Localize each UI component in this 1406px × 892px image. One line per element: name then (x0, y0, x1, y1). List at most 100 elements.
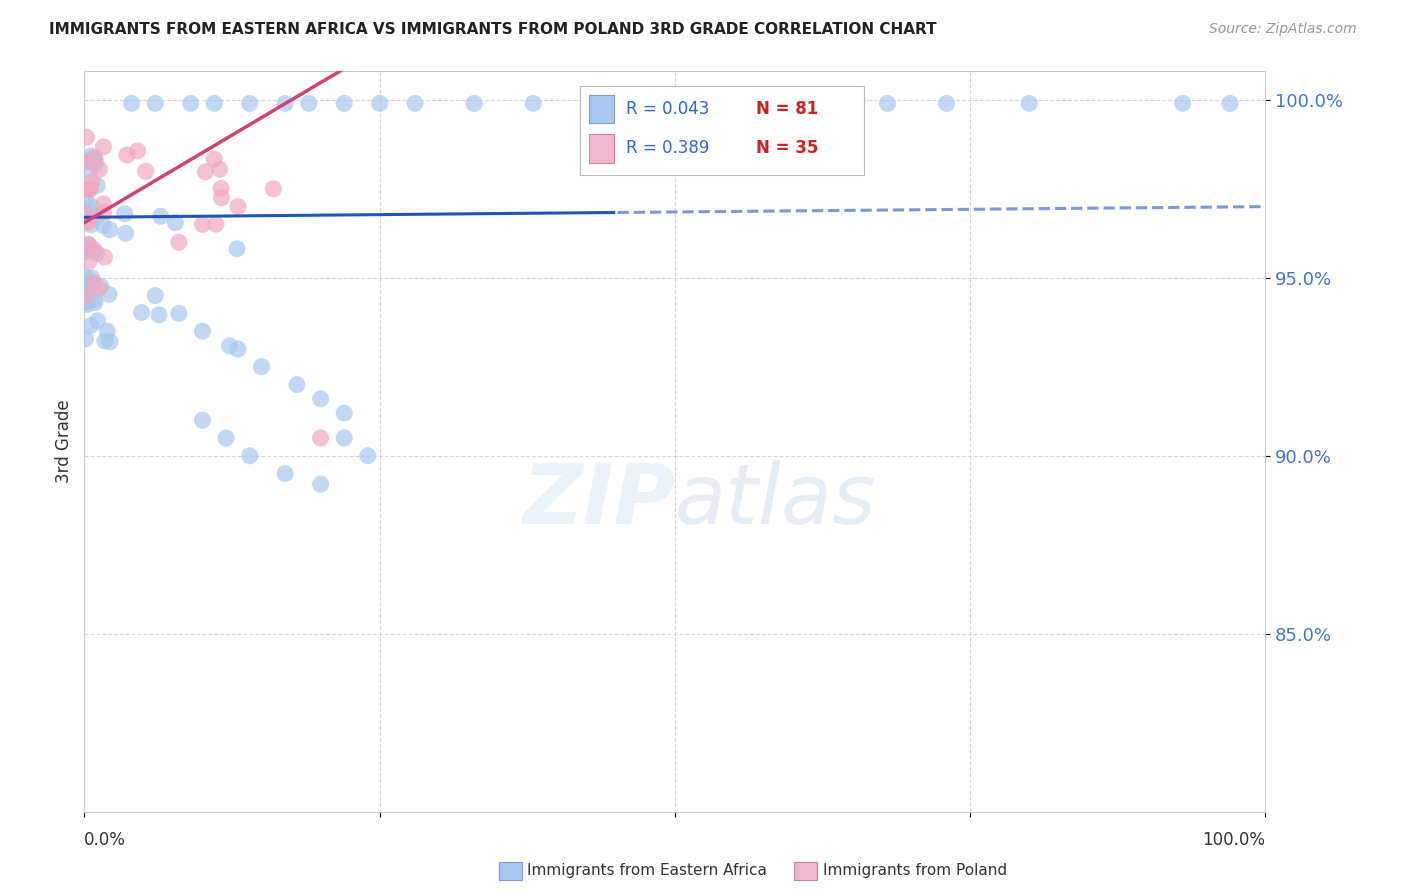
Point (76, 237, 98, 252)
Point (239, 96, 262, 111)
Point (80, 270, 103, 285)
Point (83, 150, 105, 164)
Point (167, 235, 190, 250)
Point (83, 293, 105, 307)
Point (98, 287, 121, 301)
Point (806, 96, 828, 111)
Point (135, 164, 157, 178)
Point (522, 96, 544, 111)
Y-axis label: 3rd Grade: 3rd Grade (55, 400, 73, 483)
Point (218, 339, 240, 353)
Point (84, 157, 107, 171)
Point (75, 244, 97, 259)
Point (309, 392, 332, 406)
Point (205, 217, 228, 231)
Point (75, 332, 97, 346)
Point (1171, 96, 1194, 111)
Text: IMMIGRANTS FROM EASTERN AFRICA VS IMMIGRANTS FROM POLAND 3RD GRADE CORRELATION C: IMMIGRANTS FROM EASTERN AFRICA VS IMMIGR… (49, 22, 936, 37)
Point (75, 244, 97, 258)
Point (298, 96, 321, 111)
Point (333, 406, 356, 420)
Point (80, 318, 103, 333)
Point (333, 431, 356, 445)
Point (239, 449, 262, 463)
Point (121, 96, 143, 111)
Point (89, 162, 111, 177)
Point (143, 288, 166, 302)
Point (86, 178, 108, 193)
Point (115, 148, 138, 162)
Point (79, 181, 101, 195)
Point (76, 215, 98, 229)
Point (90, 279, 112, 293)
Point (75, 130, 97, 145)
Point (96, 324, 118, 338)
Point (194, 165, 217, 179)
Point (1018, 96, 1040, 111)
Point (82, 152, 104, 166)
Point (84, 211, 107, 225)
Point (80, 218, 103, 232)
Point (79, 182, 101, 196)
Point (80, 175, 103, 189)
Point (463, 96, 485, 111)
Point (148, 308, 170, 322)
Point (191, 324, 214, 338)
Text: atlas: atlas (675, 460, 876, 541)
Point (209, 181, 232, 195)
Point (114, 207, 136, 221)
Point (75, 289, 97, 303)
Point (79, 240, 101, 254)
Point (581, 96, 603, 111)
Point (76, 214, 98, 228)
Point (309, 431, 332, 445)
Point (76, 298, 98, 312)
Point (87, 281, 110, 295)
Point (191, 413, 214, 427)
Point (274, 96, 297, 111)
Point (143, 96, 166, 111)
Point (98, 334, 121, 349)
Point (226, 342, 249, 356)
Point (368, 96, 391, 111)
Point (333, 96, 356, 111)
Point (208, 162, 231, 177)
Point (93, 140, 115, 154)
Point (191, 218, 214, 232)
Point (262, 182, 284, 196)
Point (309, 477, 332, 491)
Point (202, 152, 225, 166)
Point (404, 96, 426, 111)
Point (114, 227, 136, 241)
Point (285, 377, 308, 392)
Point (83, 277, 105, 291)
Point (202, 96, 225, 111)
Text: Immigrants from Poland: Immigrants from Poland (823, 863, 1007, 878)
Point (83, 243, 105, 257)
Text: 0.0%: 0.0% (84, 831, 127, 849)
Point (250, 359, 273, 374)
Text: 100.0%: 100.0% (1202, 831, 1265, 849)
Point (876, 96, 898, 111)
Point (75, 193, 97, 207)
Point (274, 467, 297, 481)
Point (167, 306, 190, 320)
Point (127, 144, 149, 158)
Point (357, 449, 380, 463)
Point (935, 96, 957, 111)
Point (94, 334, 117, 348)
Point (86, 246, 108, 260)
Point (93, 197, 115, 211)
Point (165, 216, 187, 230)
Text: Source: ZipAtlas.com: Source: ZipAtlas.com (1209, 22, 1357, 37)
Point (180, 96, 202, 111)
Point (75, 207, 97, 221)
Point (149, 210, 172, 224)
Point (76, 283, 98, 297)
Point (84, 153, 107, 168)
Point (226, 200, 249, 214)
Point (1219, 96, 1241, 111)
Point (75, 155, 97, 169)
Point (93, 250, 115, 264)
Point (93, 205, 115, 219)
